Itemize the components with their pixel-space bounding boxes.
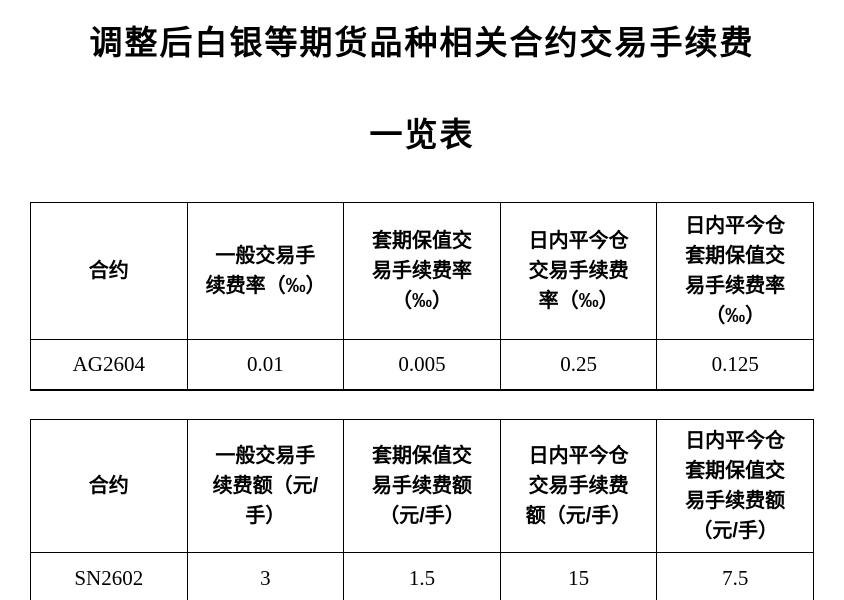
cell-general-rate: 0.01	[186, 339, 345, 390]
header-cell-intraday-amount: 日内平今仓交易手续费额（元/手）	[499, 418, 658, 553]
fee-amount-table-header-row: 合约 一般交易手续费额（元/手） 套期保值交易手续费额（元/手） 日内平今仓交易…	[30, 418, 814, 553]
document-title-line1: 调整后白银等期货品种相关合约交易手续费	[89, 24, 755, 61]
cell-general-amount: 3	[186, 551, 345, 600]
fee-amount-table-data-row: SN2602 3 1.5 15 7.5	[30, 551, 814, 600]
header-cell-intraday-hedge-amount: 日内平今仓套期保值交易手续费额（元/手）	[656, 418, 814, 553]
cell-intraday-hedge-rate: 0.125	[656, 339, 814, 390]
header-cell-hedge-rate: 套期保值交易手续费率（‰）	[343, 202, 501, 340]
cell-contract-code: SN2602	[30, 551, 188, 600]
header-cell-general-rate: 一般交易手续费率（‰）	[186, 202, 345, 340]
cell-intraday-rate: 0.25	[499, 339, 658, 390]
header-cell-intraday-rate: 日内平今仓交易手续费率（‰）	[499, 202, 658, 340]
document-title-line2: 一览表	[369, 116, 475, 153]
header-cell-intraday-hedge-rate: 日内平今仓套期保值交易手续费率（‰）	[656, 202, 814, 340]
header-cell-contract: 合约	[30, 202, 188, 340]
cell-intraday-hedge-amount: 7.5	[656, 551, 814, 600]
cell-hedge-rate: 0.005	[343, 339, 501, 390]
cell-hedge-amount: 1.5	[343, 551, 501, 600]
header-cell-contract: 合约	[30, 418, 188, 553]
cell-intraday-amount: 15	[499, 551, 658, 600]
fee-amount-table: 合约 一般交易手续费额（元/手） 套期保值交易手续费额（元/手） 日内平今仓交易…	[30, 418, 814, 600]
header-cell-general-amount: 一般交易手续费额（元/手）	[186, 418, 345, 553]
fee-rate-table-data-row: AG2604 0.01 0.005 0.25 0.125	[30, 339, 814, 390]
fee-rate-table-header-row: 合约 一般交易手续费率（‰） 套期保值交易手续费率（‰） 日内平今仓交易手续费率…	[30, 202, 814, 340]
fee-rate-table: 合约 一般交易手续费率（‰） 套期保值交易手续费率（‰） 日内平今仓交易手续费率…	[30, 202, 814, 391]
header-cell-hedge-amount: 套期保值交易手续费额（元/手）	[343, 418, 501, 553]
cell-contract-code: AG2604	[30, 339, 188, 390]
